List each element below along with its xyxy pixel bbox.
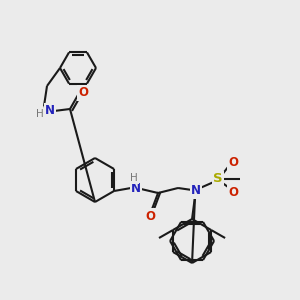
Text: H: H: [36, 109, 44, 119]
Text: H: H: [130, 173, 138, 183]
Text: S: S: [213, 172, 223, 185]
Text: O: O: [228, 155, 238, 169]
Text: N: N: [191, 184, 201, 197]
Text: N: N: [131, 182, 141, 194]
Text: O: O: [145, 209, 155, 223]
Text: O: O: [228, 185, 238, 199]
Text: O: O: [78, 86, 88, 100]
Text: N: N: [45, 104, 55, 118]
